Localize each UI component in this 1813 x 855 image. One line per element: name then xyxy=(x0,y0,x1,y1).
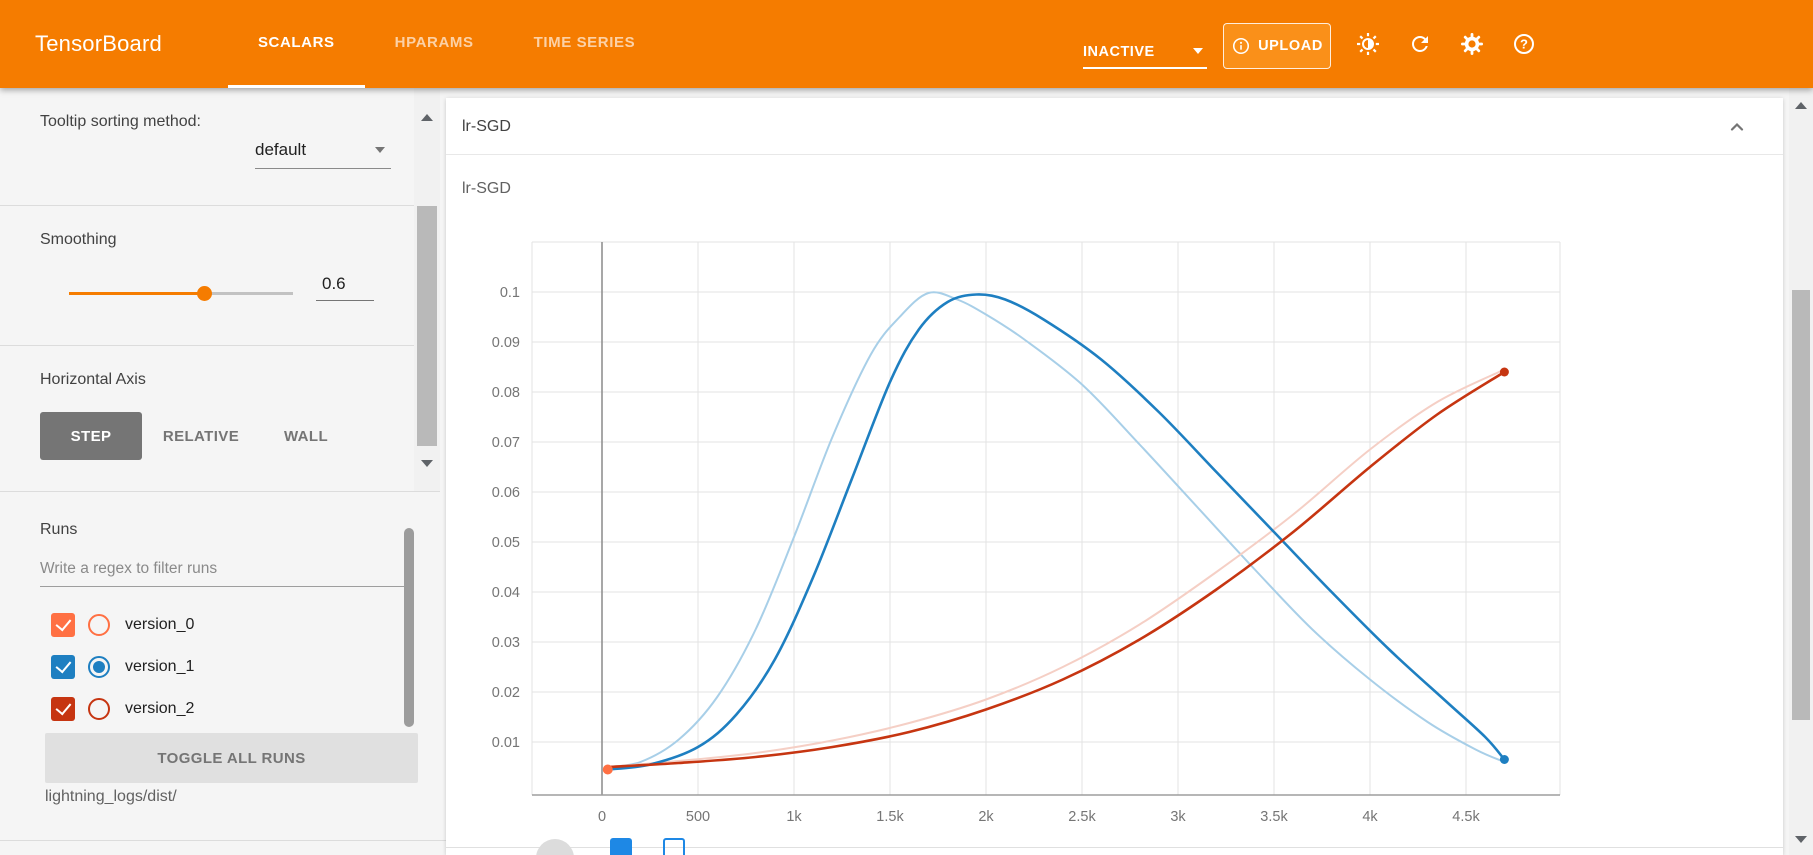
app-title: TensorBoard xyxy=(35,31,162,56)
sidebar: Tooltip sorting method: default Smoothin… xyxy=(0,88,446,855)
help-icon[interactable]: ? xyxy=(1512,32,1536,56)
axis-button-wall[interactable]: WALL xyxy=(283,427,329,445)
run-checkbox[interactable] xyxy=(51,613,75,637)
svg-text:3.5k: 3.5k xyxy=(1260,809,1288,825)
run-radio[interactable] xyxy=(88,698,110,720)
tooltip-sorting-select[interactable]: default xyxy=(255,132,391,169)
horizontal-axis-label: Horizontal Axis xyxy=(40,371,146,388)
refresh-icon[interactable] xyxy=(1408,32,1432,56)
svg-text:?: ? xyxy=(1520,37,1528,52)
runs-label: Runs xyxy=(40,521,78,538)
svg-text:0.03: 0.03 xyxy=(492,635,520,651)
scalar-chart[interactable]: 0.01 0.02 0.03 0.04 0.05 0.06 0.07 0.08 0.09 0.1 0… xyxy=(446,155,1783,855)
smoothing-slider-thumb[interactable] xyxy=(197,286,212,301)
smoothing-label: Smoothing xyxy=(40,231,117,248)
scroll-up-icon[interactable] xyxy=(1795,102,1807,109)
runs-filter-input[interactable] xyxy=(40,556,410,587)
settings-icon[interactable] xyxy=(1460,32,1484,56)
app-header: TensorBoard SCALARS HPARAMS TIME SERIES IN… xyxy=(0,0,1813,88)
svg-text:0.01: 0.01 xyxy=(492,735,520,751)
experiment-status-select[interactable]: INACTIVE xyxy=(1083,36,1207,69)
svg-text:2k: 2k xyxy=(978,809,994,825)
smoothing-slider-fill xyxy=(69,292,205,295)
run-radio[interactable] xyxy=(88,656,110,678)
axis-button-relative[interactable]: RELATIVE xyxy=(162,427,240,445)
run-row-version_1[interactable]: version_1 xyxy=(0,646,410,688)
svg-text:3k: 3k xyxy=(1170,809,1186,825)
card-footer-divider xyxy=(446,847,1783,848)
run-radio[interactable] xyxy=(88,614,110,636)
pin-card-icon[interactable] xyxy=(610,838,632,855)
svg-text:0.08: 0.08 xyxy=(492,385,520,401)
chevron-down-icon xyxy=(375,147,385,153)
axis-button-step[interactable]: STEP xyxy=(40,412,142,460)
tab-time-series[interactable]: TIME SERIES xyxy=(533,34,636,51)
scrollbar-thumb[interactable] xyxy=(1792,290,1810,720)
card-title: lr-SGD xyxy=(462,118,511,135)
svg-text:1k: 1k xyxy=(786,809,802,825)
svg-text:0.04: 0.04 xyxy=(492,585,520,601)
divider xyxy=(0,345,440,346)
chart-title: lr-SGD xyxy=(462,180,511,197)
tooltip-sorting-value: default xyxy=(255,140,307,159)
main-scrollbar[interactable] xyxy=(1789,88,1813,855)
card-header: lr-SGD xyxy=(446,98,1783,155)
settings-scrollbar[interactable] xyxy=(414,88,440,491)
svg-text:0.1: 0.1 xyxy=(500,285,520,301)
svg-text:0.02: 0.02 xyxy=(492,685,520,701)
logdir-path: lightning_logs/dist/ xyxy=(45,788,177,805)
scroll-up-icon[interactable] xyxy=(421,114,433,121)
svg-text:4k: 4k xyxy=(1362,809,1378,825)
scroll-down-icon[interactable] xyxy=(421,460,433,467)
horizontal-axis-buttons: STEP RELATIVE WALL xyxy=(40,412,352,460)
toggle-all-runs-button[interactable]: TOGGLE ALL RUNS xyxy=(45,733,418,783)
run-checkbox[interactable] xyxy=(51,655,75,679)
divider xyxy=(0,840,446,841)
brightness-icon[interactable] xyxy=(1356,32,1380,56)
run-name: version_0 xyxy=(125,616,195,633)
svg-text:0.06: 0.06 xyxy=(492,485,520,501)
chevron-up-icon[interactable] xyxy=(1725,115,1749,139)
divider xyxy=(0,491,440,492)
svg-text:0.05: 0.05 xyxy=(492,535,520,551)
svg-text:0: 0 xyxy=(598,809,606,825)
expand-card-button[interactable] xyxy=(536,839,574,855)
tab-hparams[interactable]: HPARAMS xyxy=(394,34,474,51)
run-name: version_2 xyxy=(125,700,195,717)
runs-list: version_0 version_1 version_2 xyxy=(0,604,410,730)
header-tabs: SCALARS HPARAMS TIME SERIES xyxy=(227,0,665,88)
run-row-version_0[interactable]: version_0 xyxy=(0,604,410,646)
run-checkbox[interactable] xyxy=(51,697,75,721)
svg-text:500: 500 xyxy=(686,809,710,825)
tab-scalars[interactable]: SCALARS xyxy=(227,0,365,88)
scrollbar-thumb[interactable] xyxy=(417,206,437,446)
status-label: INACTIVE xyxy=(1083,43,1155,60)
run-row-version_2[interactable]: version_2 xyxy=(0,688,410,730)
scroll-down-icon[interactable] xyxy=(1795,836,1807,843)
svg-text:2.5k: 2.5k xyxy=(1068,809,1096,825)
chevron-down-icon xyxy=(1193,48,1203,54)
scalar-card: lr-SGD lr-SGD 0.01 0.02 0.03 0.04 0.05 0.06 0.… xyxy=(446,98,1783,855)
svg-text:4.5k: 4.5k xyxy=(1452,809,1480,825)
runs-scrollbar-thumb[interactable] xyxy=(404,528,414,727)
upload-button-label: UPLOAD xyxy=(1258,38,1323,54)
run-name: version_1 xyxy=(125,658,195,675)
fit-domain-icon[interactable] xyxy=(663,838,685,855)
divider xyxy=(0,205,440,206)
svg-text:0.07: 0.07 xyxy=(492,435,520,451)
upload-button[interactable]: UPLOAD xyxy=(1223,23,1331,69)
tooltip-sorting-label: Tooltip sorting method: xyxy=(40,113,201,130)
svg-text:0.09: 0.09 xyxy=(492,335,520,351)
info-icon xyxy=(1231,36,1251,56)
svg-text:1.5k: 1.5k xyxy=(876,809,904,825)
smoothing-value-input[interactable] xyxy=(316,270,374,301)
